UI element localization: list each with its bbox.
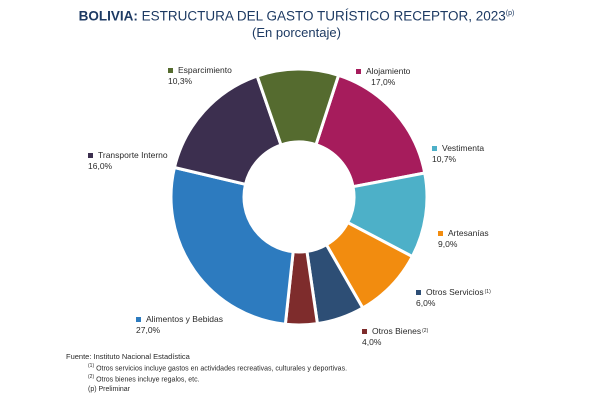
label-otros-servicios: Otros Servicios (1) 6,0% [416, 287, 491, 309]
chart-title: BOLIVIA: ESTRUCTURA DEL GASTO TURÍSTICO … [0, 6, 593, 25]
swatch-otros-bienes [362, 329, 367, 334]
swatch-otros-servicios [416, 290, 421, 295]
swatch-alojamiento [356, 69, 361, 74]
chart-header: BOLIVIA: ESTRUCTURA DEL GASTO TURÍSTICO … [0, 6, 593, 41]
label-artesanias: Artesanías 9,0% [438, 228, 489, 250]
label-transporte: Transporte Interno 16,0% [88, 150, 168, 172]
label-artesanias-value: 9,0% [438, 239, 458, 249]
chart-subtitle: (En porcentaje) [252, 24, 341, 40]
label-alimentos-value: 27,0% [136, 325, 161, 335]
footnote-1: (1) Otros servicios incluye gastos en ac… [66, 362, 347, 374]
title-rest: ESTRUCTURA DEL GASTO TURÍSTICO RECEPTOR,… [137, 8, 506, 24]
label-alimentos: Alimentos y Bebidas 27,0% [136, 314, 223, 336]
footnote-2-text: Otros bienes incluye regalos, etc. [94, 376, 200, 384]
label-otros-servicios-name: Otros Servicios [426, 287, 484, 297]
swatch-vestimenta [432, 146, 437, 151]
label-otros-bienes-name: Otros Bienes [372, 326, 422, 336]
label-artesanias-name: Artesanías [448, 228, 489, 238]
label-otros-bienes: Otros Bienes (2) 4,0% [362, 326, 428, 348]
label-otros-servicios-value: 6,0% [416, 298, 436, 308]
label-esparcimiento-name: Esparcimiento [178, 65, 232, 75]
label-transporte-value: 16,0% [88, 161, 113, 171]
footnote-2-sup: (2) [88, 374, 95, 381]
swatch-transporte [88, 153, 93, 158]
label-vestimenta: Vestimenta 10,7% [432, 143, 484, 165]
label-vestimenta-value: 10,7% [432, 154, 457, 164]
swatch-artesanias [438, 231, 443, 236]
label-otros-bienes-value: 4,0% [362, 337, 382, 347]
label-esparcimiento: Esparcimiento 10,3% [168, 65, 232, 87]
footnote-2: (2) Otros bienes incluye regalos, etc. [66, 373, 347, 385]
label-transporte-name: Transporte Interno [98, 150, 168, 160]
slice-transporte [172, 74, 283, 186]
label-otros-servicios-sup: (1) [484, 289, 491, 295]
title-lead: BOLIVIA: [78, 8, 138, 24]
slice-alimentos [169, 166, 295, 326]
footnote-1-sup: (1) [88, 362, 95, 369]
source-note: Fuente: Instituto Nacional Estadística [66, 352, 190, 361]
footnote-1-text: Otros servicios incluye gastos en activi… [94, 364, 348, 372]
label-alojamiento-name: Alojamiento [366, 66, 411, 76]
slice-alojamiento [314, 73, 427, 189]
label-alimentos-name: Alimentos y Bebidas [146, 314, 224, 324]
label-alojamiento: Alojamiento 17,0% [356, 66, 410, 88]
swatch-esparcimiento [168, 68, 173, 73]
swatch-alimentos [136, 317, 141, 322]
label-esparcimiento-value: 10,3% [168, 76, 193, 86]
label-otros-bienes-sup: (2) [422, 328, 429, 334]
footnotes: Fuente: Instituto Nacional Estadística (… [66, 352, 347, 395]
label-vestimenta-name: Vestimenta [442, 143, 485, 153]
slice-esparcimiento [255, 67, 341, 147]
title-superscript: (p) [505, 10, 515, 17]
label-alojamiento-value: 17,0% [371, 77, 396, 87]
footnote-3: (p) Preliminar [88, 386, 131, 394]
